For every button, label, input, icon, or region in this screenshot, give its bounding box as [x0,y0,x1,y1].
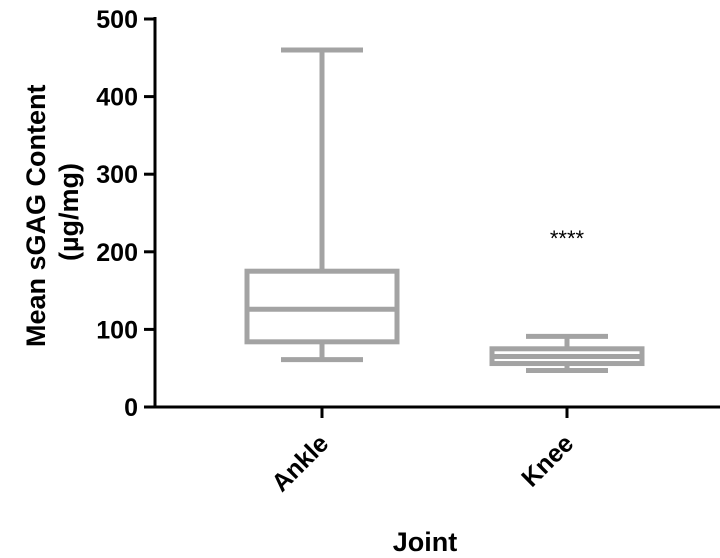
x-tick-label: Knee [516,429,579,492]
y-axis-title-line-2: (µg/mg) [54,163,84,261]
box-plots [244,47,645,374]
y-tick-label: 400 [96,84,138,112]
annotations: **** [550,226,585,251]
x-tick-label: Ankle [266,429,334,497]
interquartile-box [244,268,400,345]
y-tick-label: 100 [96,316,138,344]
y-tick-label: 200 [96,239,138,267]
significance-marker: **** [550,226,585,251]
y-axis-title-line-1: Mean sGAG Content [21,84,51,347]
y-tick-label: 0 [124,394,138,422]
x-axis: Ankle Knee [153,405,720,497]
box-plot-knee [489,333,645,374]
y-axis: 0 100 200 300 400 500 [96,6,157,422]
y-tick-label: 300 [96,161,138,189]
x-axis-title: Joint [393,527,458,557]
y-tick-label: 500 [96,6,138,34]
y-axis-title: Mean sGAG Content (µg/mg) [21,77,84,347]
box-plot-ankle [244,47,400,363]
